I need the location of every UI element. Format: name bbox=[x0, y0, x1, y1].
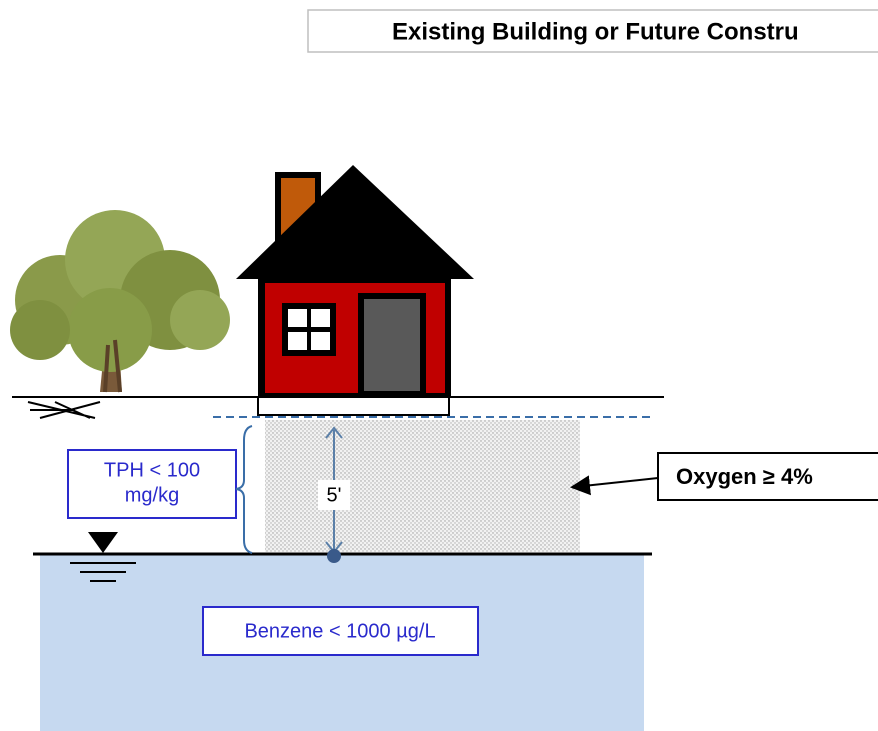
house bbox=[236, 165, 474, 415]
tree bbox=[10, 210, 230, 392]
tph-label: TPH < 100 bbox=[104, 459, 200, 481]
tph-label: mg/kg bbox=[125, 484, 179, 506]
oxygen-label: Oxygen ≥ 4% bbox=[676, 464, 813, 489]
diagram: Existing Building or Future Constru bbox=[0, 0, 878, 731]
point bbox=[327, 549, 341, 563]
ground-hatch bbox=[28, 402, 100, 418]
title: Existing Building or Future Constru bbox=[392, 18, 799, 45]
depth-label: 5' bbox=[327, 484, 342, 506]
brace bbox=[236, 426, 252, 553]
oxygen-arrow bbox=[574, 478, 658, 487]
unsaturated-zone bbox=[265, 420, 580, 552]
benzene-label: Benzene < 1000 µg/L bbox=[244, 620, 435, 642]
